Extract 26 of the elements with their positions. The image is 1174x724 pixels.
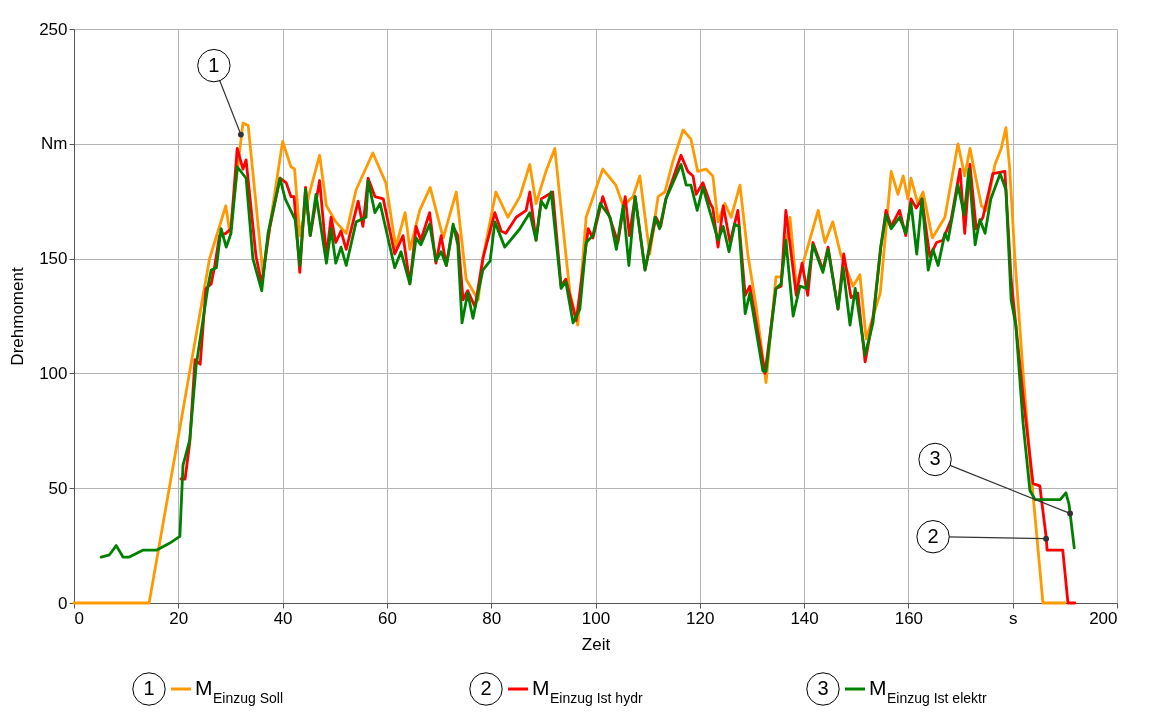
x-tick-label: 120: [686, 608, 715, 628]
y-tick-label: 150: [39, 249, 68, 269]
annotation: 1: [208, 53, 220, 76]
y-tick-label: 0: [58, 593, 68, 613]
x-tick-label: 80: [482, 608, 502, 628]
y-axis-title: Drehmoment: [8, 267, 28, 366]
x-tick-label: 0: [74, 608, 84, 628]
x-tick-label: 60: [377, 608, 397, 628]
text: 1: [143, 677, 155, 699]
annotation: 3: [929, 447, 941, 470]
x-tick-label: 40: [273, 608, 293, 628]
y-tick-label: Nm: [41, 134, 68, 154]
text: 2: [480, 677, 492, 699]
annotation: 2: [927, 524, 939, 547]
x-tick-label: s: [1008, 608, 1018, 628]
x-tick-label: 100: [581, 608, 611, 628]
x-tick-label: 160: [894, 608, 924, 628]
x-tick-label: 20: [169, 608, 189, 628]
line-series: [99, 163, 1076, 559]
y-tick-label: 50: [48, 478, 68, 498]
y-tick-label: 250: [39, 19, 68, 39]
x-tick-label: 200: [1089, 608, 1118, 628]
x-tick-label: 140: [790, 608, 819, 628]
x-axis-title: Zeit: [581, 634, 611, 654]
y-tick-label: 100: [39, 363, 68, 383]
text: 3: [817, 677, 829, 699]
